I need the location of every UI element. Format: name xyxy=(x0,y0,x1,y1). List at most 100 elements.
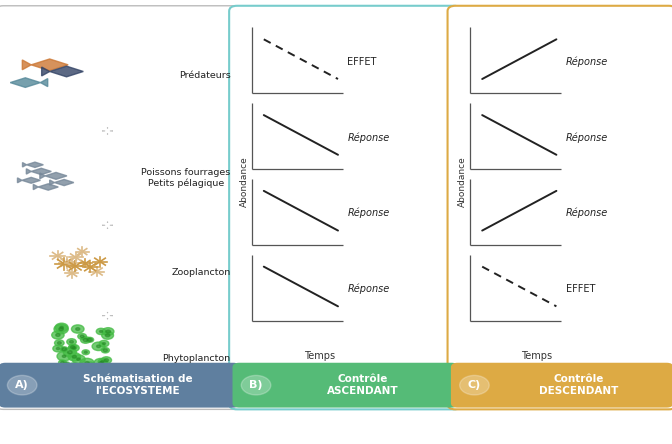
Text: C): C) xyxy=(468,380,481,390)
Circle shape xyxy=(57,352,71,361)
Circle shape xyxy=(84,351,87,353)
Circle shape xyxy=(81,337,91,343)
Circle shape xyxy=(71,325,84,333)
Circle shape xyxy=(72,355,85,364)
Circle shape xyxy=(53,345,63,352)
Polygon shape xyxy=(42,67,50,76)
Circle shape xyxy=(76,328,80,330)
Text: Réponse: Réponse xyxy=(566,132,608,143)
Circle shape xyxy=(97,345,100,348)
Text: B): B) xyxy=(249,380,263,390)
Circle shape xyxy=(72,366,76,368)
Circle shape xyxy=(92,342,105,351)
Polygon shape xyxy=(22,60,31,70)
FancyBboxPatch shape xyxy=(233,363,458,408)
Circle shape xyxy=(58,360,66,365)
Circle shape xyxy=(69,345,77,350)
Circle shape xyxy=(78,333,87,339)
Circle shape xyxy=(106,334,110,337)
Circle shape xyxy=(94,358,108,368)
Text: Contrôle
ASCENDANT: Contrôle ASCENDANT xyxy=(327,374,398,396)
Circle shape xyxy=(97,367,101,369)
Circle shape xyxy=(88,368,91,370)
Circle shape xyxy=(99,362,103,364)
Text: Schématisation de
l'ECOSYSTEME: Schématisation de l'ECOSYSTEME xyxy=(83,374,193,396)
FancyBboxPatch shape xyxy=(0,6,243,409)
Circle shape xyxy=(65,365,75,371)
Circle shape xyxy=(102,328,114,335)
Text: EFFET: EFFET xyxy=(566,284,595,294)
Circle shape xyxy=(80,335,84,337)
Circle shape xyxy=(80,358,94,368)
Text: Temps: Temps xyxy=(304,351,335,361)
Circle shape xyxy=(60,347,68,352)
Circle shape xyxy=(87,338,92,341)
Circle shape xyxy=(56,333,60,337)
Polygon shape xyxy=(26,169,31,174)
Circle shape xyxy=(86,337,93,342)
Circle shape xyxy=(67,339,77,345)
Circle shape xyxy=(86,362,95,368)
Circle shape xyxy=(7,376,37,395)
Text: Réponse: Réponse xyxy=(566,208,608,218)
Circle shape xyxy=(106,330,110,333)
Circle shape xyxy=(99,341,109,347)
Circle shape xyxy=(68,363,80,371)
Circle shape xyxy=(62,362,70,367)
Circle shape xyxy=(68,351,72,354)
Polygon shape xyxy=(31,59,68,71)
Circle shape xyxy=(98,359,107,365)
Text: A): A) xyxy=(15,380,29,390)
Text: Abondance: Abondance xyxy=(458,156,467,207)
Text: Temps: Temps xyxy=(521,351,552,361)
Circle shape xyxy=(62,355,66,357)
Circle shape xyxy=(69,345,79,351)
Polygon shape xyxy=(40,79,48,87)
Polygon shape xyxy=(50,180,54,185)
Polygon shape xyxy=(10,78,40,87)
Circle shape xyxy=(99,330,103,333)
Circle shape xyxy=(77,358,81,361)
Circle shape xyxy=(104,359,109,361)
Circle shape xyxy=(60,326,63,329)
Text: Zooplancton: Zooplancton xyxy=(171,268,230,277)
FancyBboxPatch shape xyxy=(451,363,672,408)
Text: Poissons fourrages
Petits pélagique: Poissons fourrages Petits pélagique xyxy=(141,168,230,188)
Text: Contrôle
DESCENDANT: Contrôle DESCENDANT xyxy=(540,374,619,396)
Polygon shape xyxy=(40,173,45,179)
Polygon shape xyxy=(22,178,40,183)
Text: Abondance: Abondance xyxy=(239,156,249,207)
Text: EFFET: EFFET xyxy=(347,57,377,67)
Circle shape xyxy=(85,361,89,365)
Polygon shape xyxy=(22,163,26,167)
Circle shape xyxy=(101,357,112,364)
Circle shape xyxy=(103,343,106,345)
Polygon shape xyxy=(31,168,51,174)
Polygon shape xyxy=(34,184,38,190)
Polygon shape xyxy=(17,178,22,183)
Text: Réponse: Réponse xyxy=(347,284,390,294)
Circle shape xyxy=(64,363,69,366)
Circle shape xyxy=(460,376,489,395)
Circle shape xyxy=(57,342,61,344)
FancyBboxPatch shape xyxy=(448,6,672,409)
Polygon shape xyxy=(45,172,67,179)
Circle shape xyxy=(101,361,104,363)
Circle shape xyxy=(62,348,67,351)
Circle shape xyxy=(94,365,104,371)
Circle shape xyxy=(101,348,110,353)
Text: Réponse: Réponse xyxy=(347,208,390,218)
Circle shape xyxy=(54,325,69,334)
Circle shape xyxy=(52,331,64,339)
Text: Phytoplancton: Phytoplancton xyxy=(163,354,230,363)
Circle shape xyxy=(73,347,76,349)
Text: Réponse: Réponse xyxy=(347,132,390,143)
Circle shape xyxy=(71,346,75,349)
Circle shape xyxy=(56,348,60,350)
Circle shape xyxy=(70,341,73,343)
Polygon shape xyxy=(26,162,43,167)
FancyBboxPatch shape xyxy=(0,363,240,408)
Polygon shape xyxy=(54,179,74,186)
Circle shape xyxy=(103,349,108,352)
Circle shape xyxy=(69,367,71,369)
